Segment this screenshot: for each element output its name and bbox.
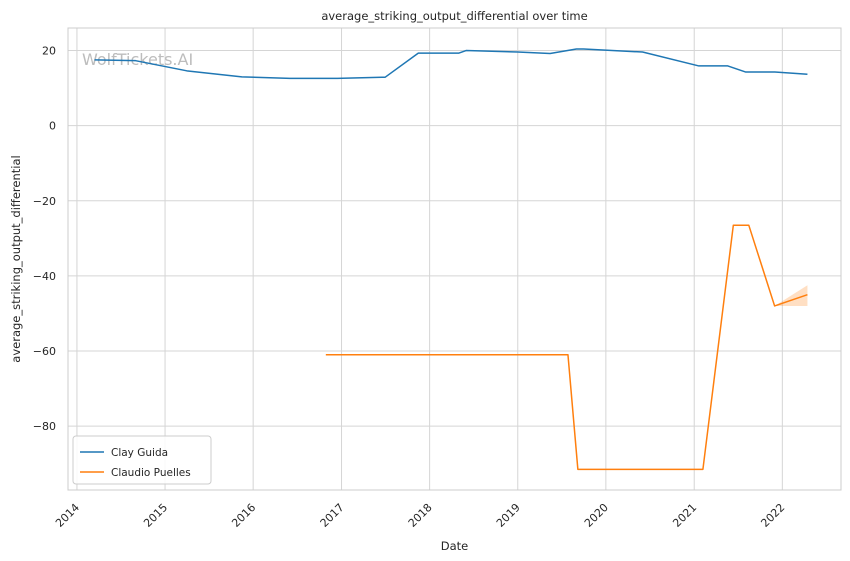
legend: Clay Guida Claudio Puelles (72, 435, 212, 485)
chart-title: average_striking_output_differential ove… (321, 9, 587, 23)
confidence-band-claudio-puelles (774, 285, 808, 306)
y-tick-label: 20 (42, 45, 56, 58)
legend-label-claudio-puelles: Claudio Puelles (111, 467, 191, 479)
legend-box (72, 435, 212, 485)
y-tick-labels: 20 0 −20 −40 −60 −80 (33, 45, 56, 434)
series-line-claudio-puelles (325, 224, 808, 471)
series-layer (94, 48, 808, 471)
y-tick-label: −40 (33, 270, 56, 283)
legend-label-clay-guida: Clay Guida (111, 447, 168, 459)
y-tick-label: −60 (33, 345, 56, 358)
plot-frame (67, 27, 842, 491)
watermark: WolfTickets.AI (82, 50, 193, 69)
y-tick-label: −80 (33, 420, 56, 433)
y-tick-label: −20 (33, 195, 56, 208)
y-axis-label: average_striking_output_differential (9, 155, 23, 362)
y-tick-label: 0 (49, 120, 56, 133)
x-axis-label: Date (441, 539, 469, 553)
series-line-clay-guida (94, 48, 808, 80)
grid (68, 28, 841, 490)
